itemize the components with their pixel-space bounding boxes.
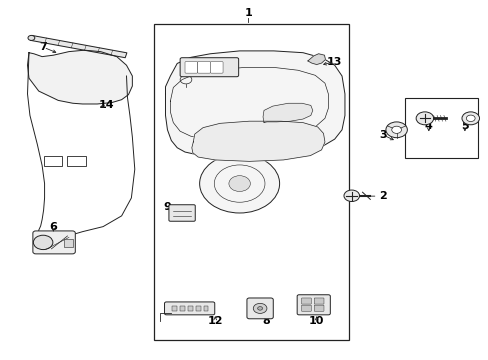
Polygon shape: [165, 51, 344, 155]
Bar: [405, 98, 477, 158]
Bar: [172, 306, 177, 311]
Circle shape: [28, 35, 35, 40]
FancyBboxPatch shape: [210, 62, 223, 73]
Circle shape: [385, 122, 407, 138]
FancyBboxPatch shape: [297, 295, 330, 315]
FancyBboxPatch shape: [67, 156, 85, 166]
FancyBboxPatch shape: [33, 231, 75, 254]
FancyBboxPatch shape: [180, 58, 238, 77]
Text: 7: 7: [40, 42, 47, 52]
Circle shape: [343, 190, 359, 202]
Text: 2: 2: [379, 191, 386, 201]
FancyBboxPatch shape: [168, 205, 195, 221]
Circle shape: [228, 176, 250, 192]
FancyBboxPatch shape: [197, 62, 210, 73]
Text: 3: 3: [379, 130, 386, 140]
FancyBboxPatch shape: [314, 305, 324, 311]
Circle shape: [33, 235, 53, 249]
Circle shape: [466, 115, 474, 122]
Circle shape: [253, 303, 266, 314]
Text: 10: 10: [308, 316, 324, 325]
Circle shape: [391, 126, 401, 134]
Text: 6: 6: [49, 222, 57, 232]
Circle shape: [461, 112, 479, 125]
FancyBboxPatch shape: [314, 298, 324, 304]
Polygon shape: [27, 50, 132, 104]
Bar: [187, 306, 192, 311]
FancyBboxPatch shape: [301, 305, 311, 311]
Bar: [64, 239, 73, 247]
Text: 5: 5: [460, 121, 468, 131]
FancyBboxPatch shape: [43, 156, 62, 166]
Polygon shape: [31, 36, 126, 58]
Polygon shape: [263, 103, 312, 123]
Circle shape: [415, 112, 433, 125]
Bar: [195, 306, 200, 311]
Bar: [180, 306, 184, 311]
Text: 9: 9: [163, 202, 171, 212]
Text: 8: 8: [262, 316, 270, 325]
FancyBboxPatch shape: [246, 298, 273, 319]
FancyBboxPatch shape: [184, 62, 197, 73]
Polygon shape: [191, 121, 325, 161]
Text: 4: 4: [424, 121, 432, 131]
FancyBboxPatch shape: [164, 302, 214, 315]
Text: 12: 12: [207, 316, 223, 325]
Circle shape: [199, 154, 279, 213]
Text: 14: 14: [99, 100, 115, 110]
Bar: [203, 306, 208, 311]
Bar: [154, 24, 348, 339]
Text: 1: 1: [244, 8, 252, 18]
Circle shape: [257, 307, 262, 310]
Polygon shape: [307, 54, 325, 64]
Text: 13: 13: [326, 57, 342, 67]
FancyBboxPatch shape: [301, 298, 311, 304]
Text: 11: 11: [203, 64, 219, 75]
